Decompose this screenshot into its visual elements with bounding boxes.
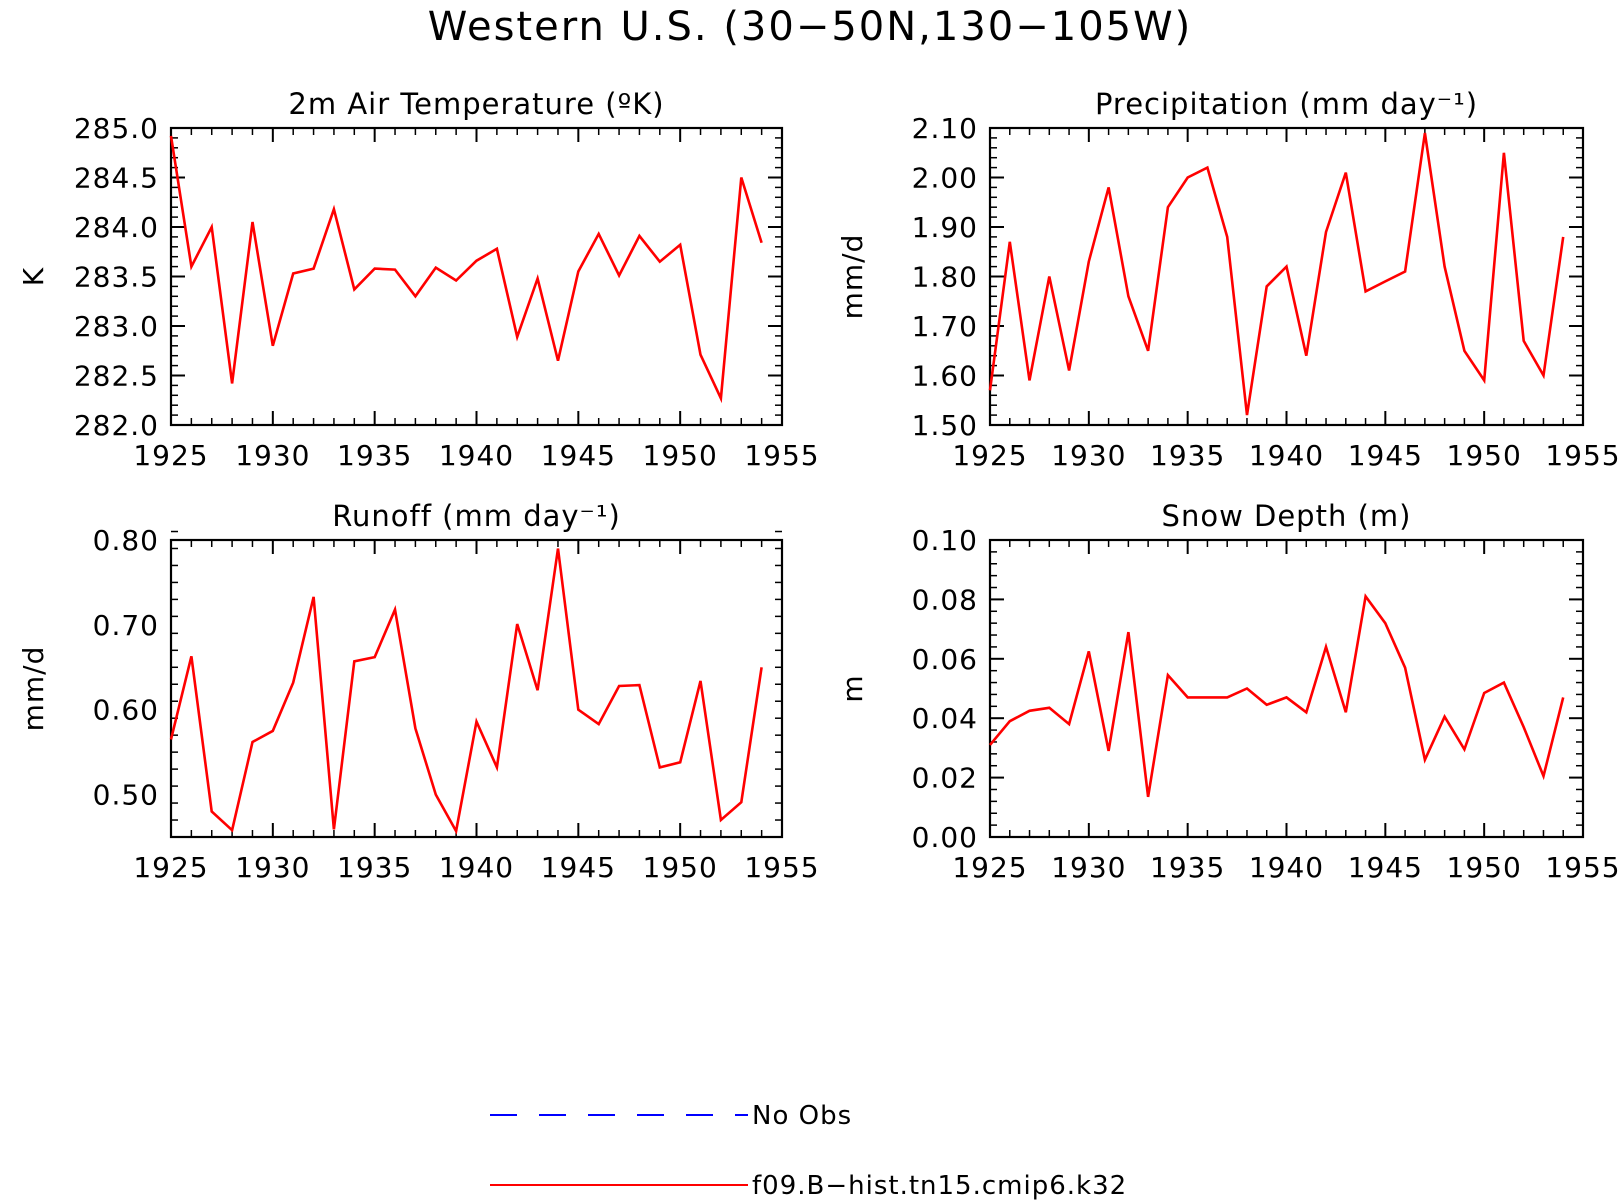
y-tick-label: 0.50 (93, 779, 159, 812)
x-tick-label: 1940 (1249, 851, 1324, 884)
x-tick-label: 1930 (235, 439, 310, 472)
panel-title: Snow Depth (m) (1162, 499, 1412, 533)
y-tick-label: 284.0 (74, 211, 159, 244)
x-tick-label: 1945 (1348, 851, 1423, 884)
panel-title: 2m Air Temperature (ºK) (288, 87, 664, 121)
x-tick-label: 1940 (439, 439, 514, 472)
y-axis-label: m (836, 674, 869, 702)
x-tick-label: 1945 (541, 439, 616, 472)
y-tick-label: 2.10 (912, 112, 978, 145)
x-tick-label: 1940 (439, 851, 514, 884)
figure-title: Western U.S. (30−50N,130−105W) (428, 4, 1193, 50)
x-tick-label: 1955 (1545, 439, 1620, 472)
temperature-panel: 2m Air Temperature (ºK) 1925 1930 1935 1940 1… (17, 87, 819, 472)
y-tick-label: 0.10 (912, 524, 978, 557)
x-tick-label: 1955 (744, 439, 819, 472)
x-tick-label: 1930 (1051, 851, 1126, 884)
y-tick-label: 1.90 (912, 211, 978, 244)
panel-title: Runoff (mm day⁻¹) (332, 499, 621, 533)
y-tick-label: 283.5 (74, 261, 159, 294)
series-line (169, 548, 763, 835)
x-tick-label: 1930 (1051, 439, 1126, 472)
chart-panels: 2m Air Temperature (ºK) 1925 1930 1935 1940 1… (17, 87, 1620, 884)
y-axis-label: K (17, 267, 50, 286)
y-tick-label: 0.08 (912, 583, 978, 616)
x-tick-label: 1955 (744, 851, 819, 884)
x-tick-label: 1935 (337, 851, 412, 884)
y-tick-label: 0.04 (912, 702, 978, 735)
y-tick-label: 1.60 (912, 360, 978, 393)
series-line (988, 132, 1565, 416)
y-tick-label: 0.70 (93, 609, 159, 642)
y-tick-label: 282.5 (74, 360, 159, 393)
y-tick-label: 0.60 (93, 694, 159, 727)
y-tick-label: 282.0 (74, 409, 159, 442)
y-tick-label: 1.70 (912, 310, 978, 343)
x-tick-label: 1935 (1150, 851, 1225, 884)
x-tick-label: 1935 (337, 439, 412, 472)
x-tick-label: 1925 (133, 439, 208, 472)
y-tick-label: 0.06 (912, 643, 978, 676)
x-tick-label: 1950 (1447, 851, 1522, 884)
y-tick-label: 283.0 (74, 310, 159, 343)
y-tick-label: 1.50 (912, 409, 978, 442)
y-tick-label: 0.80 (93, 524, 159, 557)
x-tick-label: 1945 (1348, 439, 1423, 472)
y-tick-label: 0.00 (912, 821, 978, 854)
plot-frame (169, 538, 784, 839)
x-tick-label: 1930 (235, 851, 310, 884)
runoff-panel: Runoff (mm day⁻¹) 1925 1930 1935 1940 1945 195… (17, 499, 819, 884)
y-axis-label: mm/d (836, 234, 869, 320)
x-tick-label: 1950 (643, 851, 718, 884)
x-tick-label: 1950 (1447, 439, 1522, 472)
legend-label: No Obs (752, 1101, 852, 1131)
x-tick-label: 1950 (643, 439, 718, 472)
x-tick-label: 1955 (1545, 851, 1620, 884)
x-tick-label: 1945 (541, 851, 616, 884)
y-tick-label: 2.00 (912, 162, 978, 195)
y-tick-label: 1.80 (912, 261, 978, 294)
x-tick-label: 1925 (952, 851, 1027, 884)
series-line (169, 135, 763, 404)
x-tick-label: 1925 (133, 851, 208, 884)
y-tick-label: 0.02 (912, 762, 978, 795)
panel-title: Precipitation (mm day⁻¹) (1095, 87, 1478, 121)
y-axis-label: mm/d (17, 646, 50, 732)
legend: No Obs f09.B−hist.tn15.cmip6.k32 (490, 1101, 1127, 1201)
precipitation-panel: Precipitation (mm day⁻¹) 1925 1930 1935 1940… (836, 87, 1620, 472)
y-tick-label: 285.0 (74, 112, 159, 145)
legend-label: f09.B−hist.tn15.cmip6.k32 (752, 1171, 1127, 1201)
y-tick-label: 284.5 (74, 162, 159, 195)
x-tick-label: 1925 (952, 439, 1027, 472)
snow-depth-panel: Snow Depth (m) 1925 1930 1935 1940 1945 1950 19… (836, 499, 1620, 884)
x-tick-label: 1940 (1249, 439, 1324, 472)
x-tick-label: 1935 (1150, 439, 1225, 472)
series-line (989, 593, 1565, 798)
